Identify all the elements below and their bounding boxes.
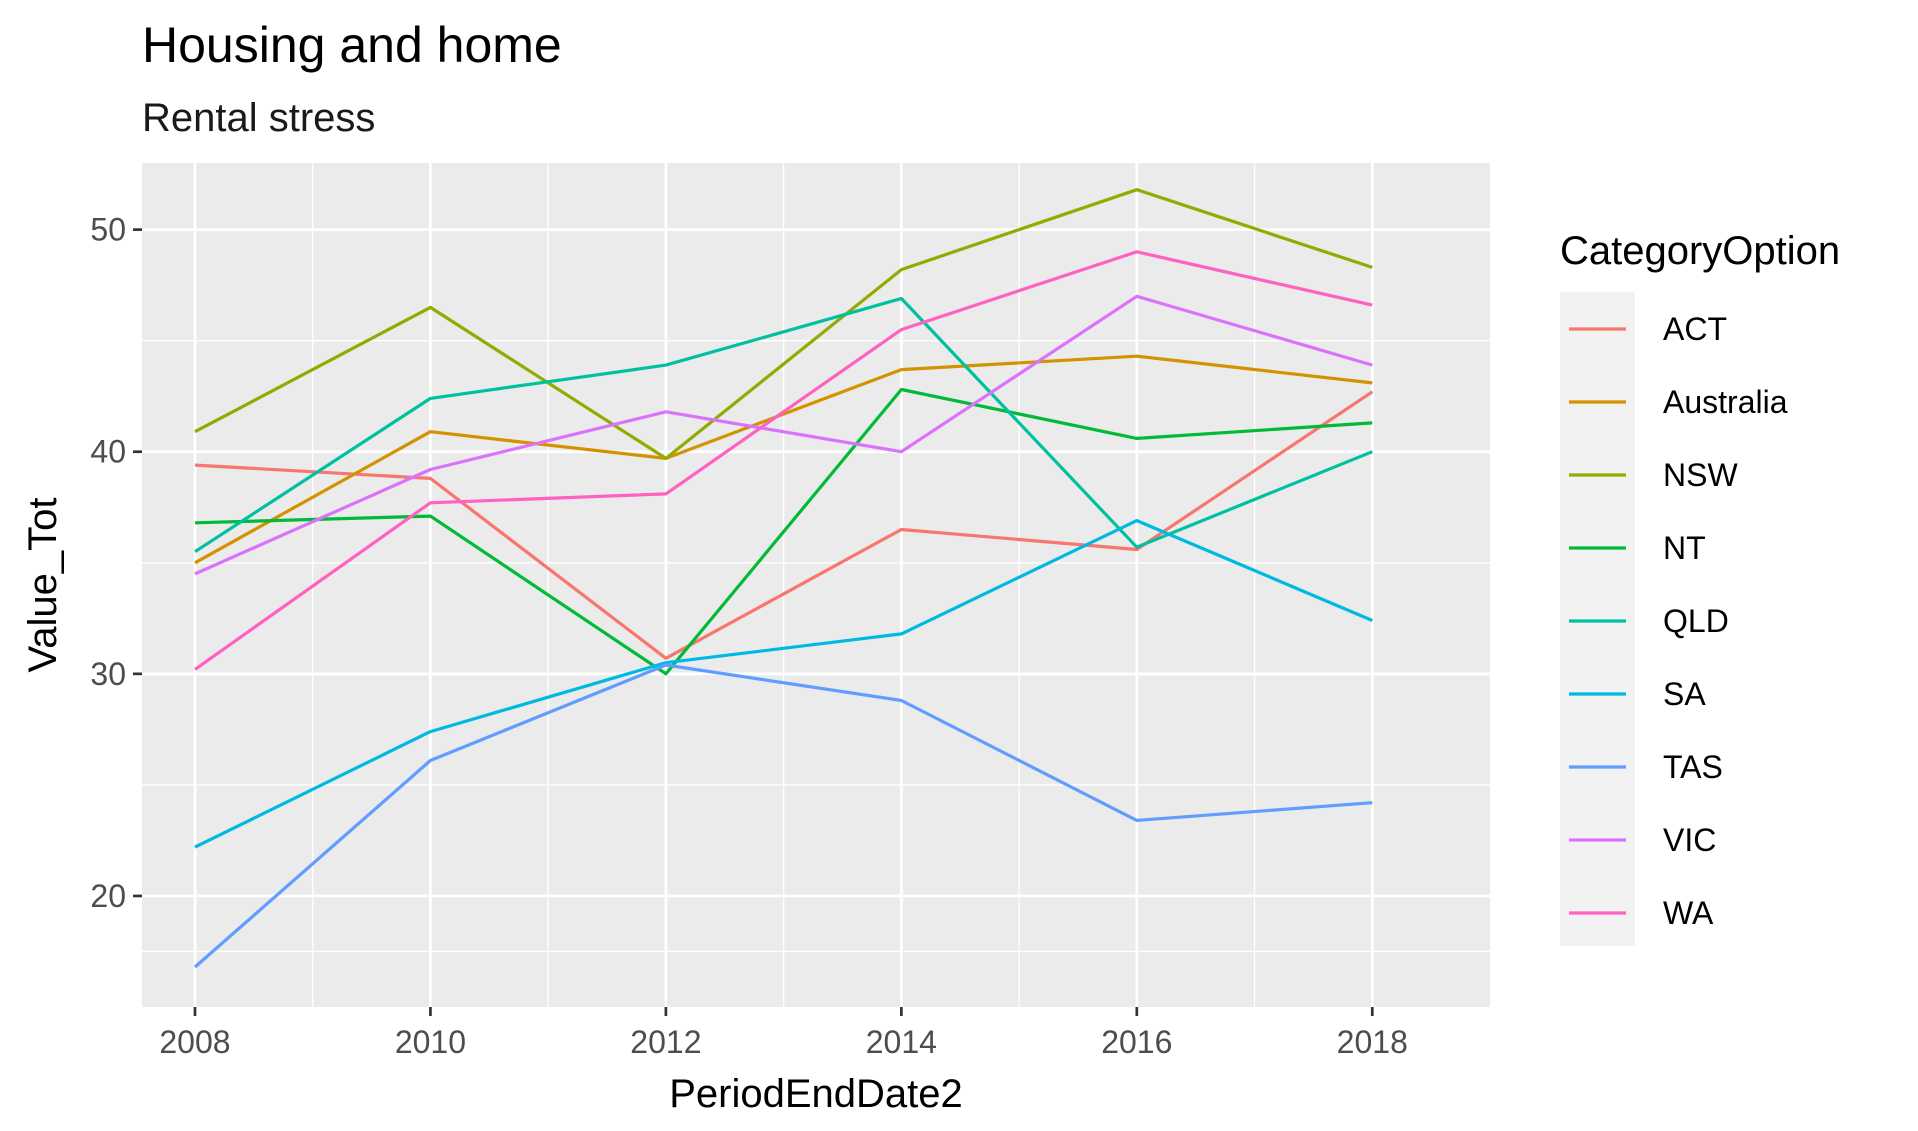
series-line-sa bbox=[194, 518, 1373, 849]
legend-label-qld: QLD bbox=[1663, 603, 1729, 639]
y-axis: 20 30 40 50 bbox=[90, 212, 142, 914]
x-axis: 2008 2010 2012 2014 2016 2018 bbox=[159, 1007, 1408, 1060]
legend-label-sa: SA bbox=[1663, 676, 1706, 712]
series-lines bbox=[193, 188, 1374, 969]
series-line-act bbox=[194, 390, 1374, 660]
x-tick-label: 2016 bbox=[1101, 1024, 1172, 1060]
legend-label-act: ACT bbox=[1663, 311, 1727, 347]
legend: ACT Australia NSW NT QLD SA TAS VIC WA bbox=[1569, 311, 1788, 931]
major-gridlines bbox=[142, 163, 1490, 1007]
series-line-nt bbox=[194, 387, 1373, 676]
series-line-vic bbox=[194, 294, 1373, 576]
x-tick-label: 2010 bbox=[395, 1024, 466, 1060]
y-axis-title: Value_Tot bbox=[21, 498, 65, 673]
plot-panel bbox=[142, 163, 1490, 1007]
legend-label-tas: TAS bbox=[1663, 749, 1723, 785]
series-line-qld bbox=[194, 296, 1373, 554]
series-line-tas bbox=[193, 663, 1373, 969]
legend-title: CategoryOption bbox=[1560, 229, 1840, 273]
legend-label-nt: NT bbox=[1663, 530, 1706, 566]
x-tick-label: 2008 bbox=[159, 1024, 230, 1060]
legend-label-wa: WA bbox=[1663, 895, 1714, 931]
legend-label-nsw: NSW bbox=[1663, 457, 1738, 493]
chart-subtitle: Rental stress bbox=[142, 96, 375, 140]
y-tick-label: 20 bbox=[90, 878, 126, 914]
y-tick-label: 30 bbox=[90, 656, 126, 692]
x-tick-label: 2012 bbox=[630, 1024, 701, 1060]
legend-key-background bbox=[1560, 292, 1635, 946]
chart-title: Housing and home bbox=[142, 17, 562, 73]
x-tick-label: 2014 bbox=[866, 1024, 937, 1060]
legend-label-australia: Australia bbox=[1663, 384, 1788, 420]
y-tick-label: 40 bbox=[90, 434, 126, 470]
series-line-wa bbox=[194, 250, 1373, 671]
legend-label-vic: VIC bbox=[1663, 822, 1716, 858]
series-line-nsw bbox=[194, 188, 1373, 460]
y-tick-label: 50 bbox=[90, 212, 126, 248]
x-axis-title: PeriodEndDate2 bbox=[669, 1072, 963, 1116]
x-tick-label: 2018 bbox=[1337, 1024, 1408, 1060]
series-line-australia bbox=[194, 354, 1373, 565]
